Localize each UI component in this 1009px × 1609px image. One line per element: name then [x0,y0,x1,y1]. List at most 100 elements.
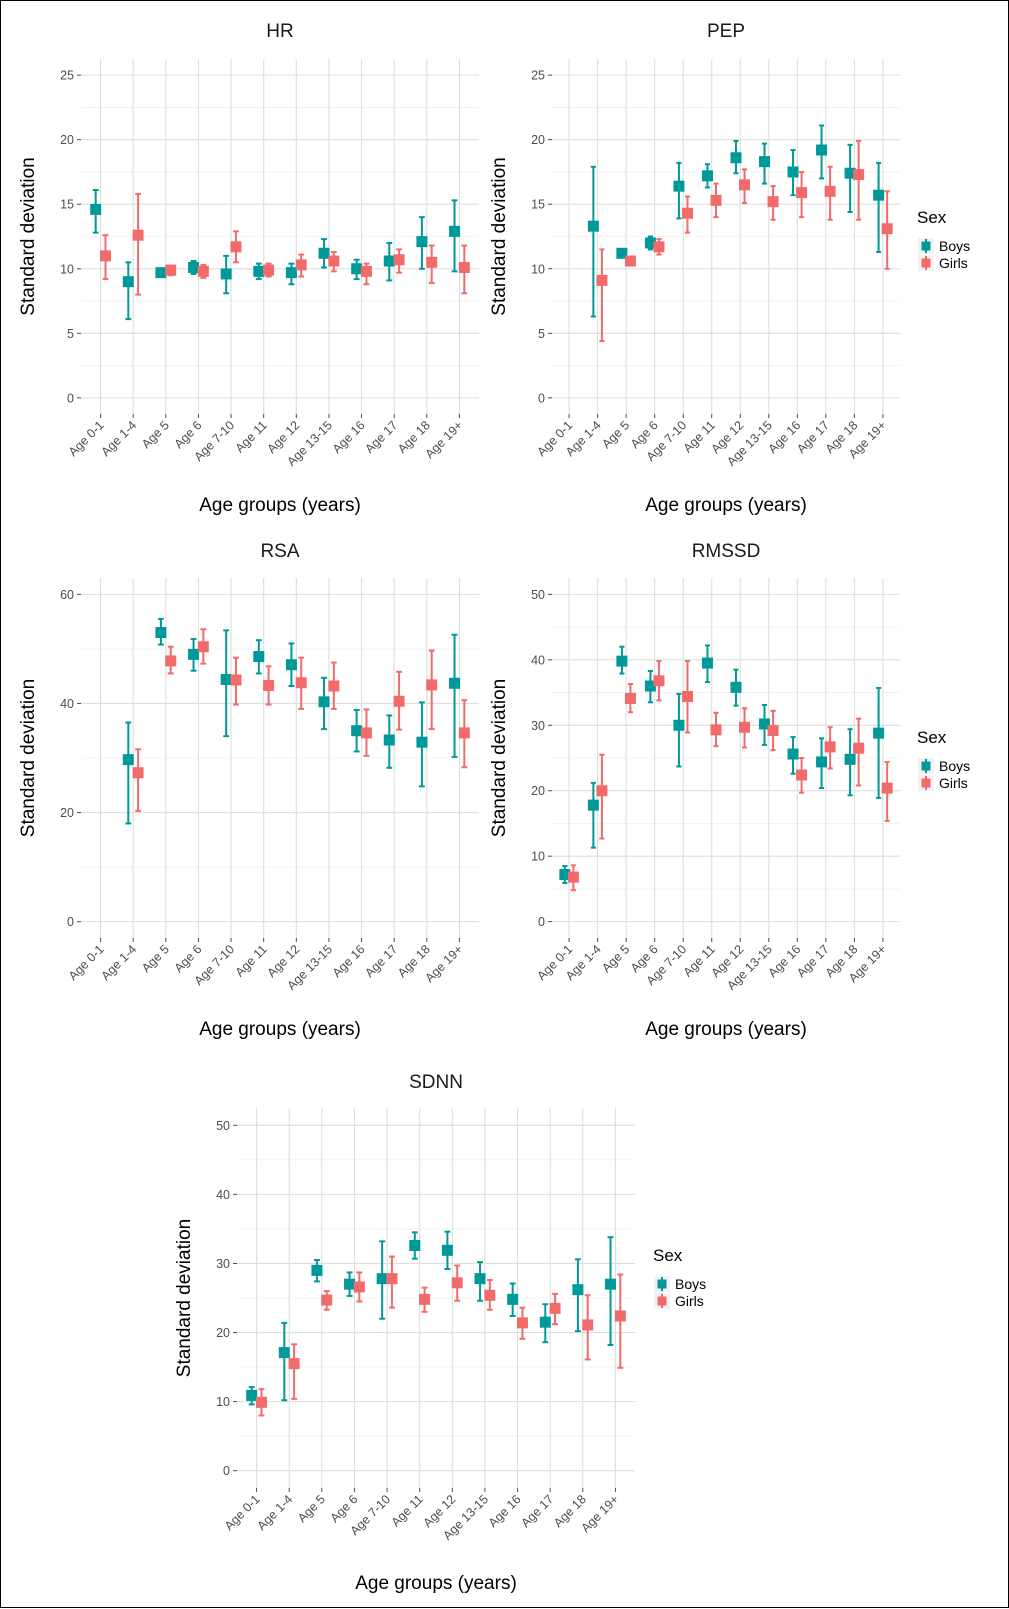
rsa-boys-point [416,736,428,748]
hr-boys-point [220,268,232,280]
hr-girls-point [458,261,470,273]
pep-grid [552,59,900,414]
pep-boys-errorbar [876,161,882,253]
rsa-girls-point [165,655,177,667]
pep-girls-point [824,185,836,197]
rmssd-girls-point [653,675,665,687]
pep-girls-point [710,194,722,206]
pep-girls-errorbar [856,139,862,221]
sdnn-y-axis-title: Standard deviation [174,1219,195,1377]
hr-y-axis-title: Standard deviation [18,157,39,315]
rmssd-y-tick-label: 0 [538,915,545,929]
sdnn-boys-point [441,1244,453,1256]
pep-boys-point [816,144,828,156]
rmssd-boys-point [816,756,828,768]
hr-boys-point [188,261,200,273]
sdnn-x-tick-label: Age 17 [518,1492,556,1530]
sdnn-girls-point [321,1294,333,1306]
rsa-grid [81,578,479,938]
hr-y-tick-label: 5 [67,327,74,341]
rsa-y-tick-label: 0 [67,915,74,929]
rsa-girls-point [426,679,438,691]
hr-girls-point [165,264,177,276]
pep-boys-point [644,237,656,249]
hr-series-girls [99,192,470,296]
pep-title: PEP [707,21,745,42]
rsa-girls-point [230,674,242,686]
sdnn-series-girls [255,1255,626,1417]
rsa-x-tick-label: Age 5 [139,942,172,975]
pep-y-tick-label: 15 [531,198,545,212]
sdnn-y-tick-label: 30 [216,1257,230,1271]
pep-y-tick-label: 5 [538,327,545,341]
rmssd-boys-errorbar [590,781,596,849]
rmssd-x-axis-title: Age groups (years) [645,1019,807,1040]
rsa-boys-errorbar [125,721,132,825]
hr-girls-point [328,255,340,267]
hr-boys-point [351,263,363,275]
sdnn-grid [237,1108,635,1488]
rmssd-y-tick-label: 40 [531,653,545,667]
sdnn-x-tick-label: Age 1-4 [254,1492,295,1533]
hr-girls-point [197,265,209,277]
rmssd-girls-point [881,782,893,794]
pep-girls-errorbar [599,248,605,343]
pep-girls-point [853,169,865,181]
pep-boys-point [787,166,799,178]
sdnn-girls-point [549,1302,561,1314]
sdnn-girls-point [419,1293,431,1305]
pep-series-boys [587,124,885,318]
sdnn-x-axis-title: Age groups (years) [355,1573,517,1594]
rsa-y-tick-label: 40 [60,697,74,711]
rmssd-girls-point [796,769,808,781]
pep-girls-point [653,241,665,253]
rsa-girls-point [295,677,307,689]
rsa-boys-point [383,734,395,746]
rmssd-boys-point [616,655,628,667]
sdnn-girls-point [353,1281,365,1293]
hr-girls-point [393,254,405,266]
rmssd-boys-point [787,748,799,760]
pep-boys-point [587,220,599,232]
pep-boys-point [701,170,713,182]
rmssd-girls-point [596,785,608,797]
rsa-girls-point [132,767,144,779]
hr-x-tick-label: Age 5 [139,418,172,451]
pep-boys-errorbar [590,165,596,318]
pep-y-tick-label: 0 [538,391,545,405]
pep-boys-point [673,180,685,192]
sdnn-boys-point [278,1347,290,1359]
pep-legend-key-girls [918,255,934,271]
hr-x-tick-label: Age 0-1 [66,418,107,459]
sdnn-x-tick-label: Age 5 [295,1492,328,1525]
sdnn-boys-point [572,1284,584,1296]
rmssd-boys-point [559,869,571,881]
pep-legend-key-point [921,258,931,268]
pep-legend-label-boys: Boys [939,238,970,254]
rmssd-girls-point [767,725,779,737]
rmssd-legend-key-point [921,778,931,788]
rsa-y-tick-label: 20 [60,806,74,820]
rmssd-y-tick-label: 20 [531,784,545,798]
rmssd-girls-point [710,724,722,736]
hr-boys-point [383,255,395,267]
rsa-x-axis-title: Age groups (years) [199,1019,361,1040]
hr-y-tick-label: 25 [60,69,74,83]
rmssd-boys-point [844,753,856,765]
hr-x-tick-label: Age 17 [362,418,400,456]
pep-y-axis-title: Standard deviation [489,157,510,315]
pep-legend-key-boys [918,238,934,254]
hr-girls-point [426,256,438,268]
hr-boys-point [449,225,461,237]
rmssd-legend-label-girls: Girls [939,775,968,791]
sdnn-boys-point [376,1273,388,1285]
hr-girls-point [360,265,372,277]
rmssd-series-girls [567,660,893,892]
sdnn-girls-point [614,1310,626,1322]
sdnn-boys-errorbar [607,1236,614,1346]
rmssd-girls-point [567,871,579,883]
sdnn-y-tick-label: 0 [223,1464,230,1478]
